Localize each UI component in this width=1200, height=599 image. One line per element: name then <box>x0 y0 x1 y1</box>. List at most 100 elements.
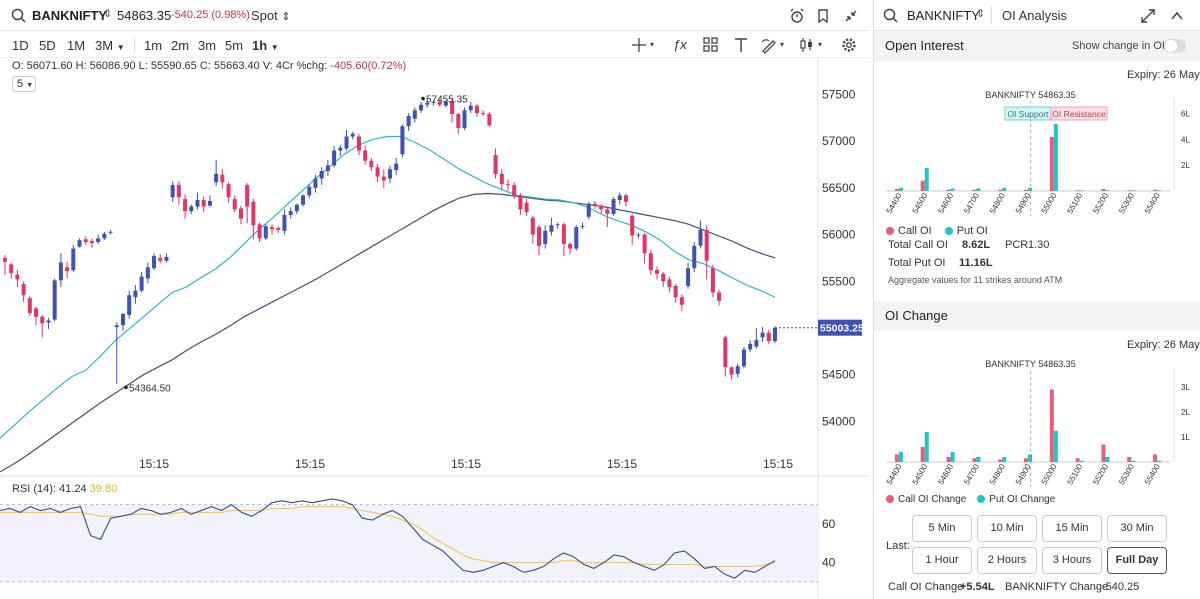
strike-label: 54800 <box>988 462 1007 486</box>
header-price: 54863.35 <box>117 8 172 23</box>
candle-body <box>46 320 51 323</box>
bar-put <box>1002 187 1007 191</box>
candle-body <box>282 214 287 231</box>
interval-1h[interactable]: 1h ▼ <box>252 38 279 53</box>
search-icon[interactable] <box>10 7 28 25</box>
call-change-legend[interactable]: Call OI Change <box>886 494 966 505</box>
candle-body <box>394 163 399 171</box>
spot-selector[interactable]: Spot ⇕ <box>251 8 291 23</box>
symbol-name[interactable]: BANKNIFTY <box>32 8 108 23</box>
last-price-label: 55003.25 <box>820 323 864 335</box>
put-dot-icon <box>977 495 986 504</box>
candle-body <box>3 257 7 262</box>
settings-icon[interactable] <box>840 36 858 54</box>
rsi-value: RSI (14): 41.24 <box>12 483 90 495</box>
oi-chart[interactable]: 2L 4L 6L BANKNIFTY 54863.35 OI Support OI Res… <box>874 86 1200 216</box>
candle-body <box>555 224 560 226</box>
btn-5-min[interactable]: 5 Min <box>912 515 972 542</box>
btn-full-day[interactable]: Full Day <box>1107 547 1167 574</box>
btn-3-hours[interactable]: 3 Hours <box>1042 547 1102 574</box>
range-1d[interactable]: 1D <box>12 38 29 53</box>
bar-tick-label: 3L <box>1181 383 1190 392</box>
btn-15-min[interactable]: 15 Min <box>1042 515 1102 542</box>
candle-body <box>176 185 181 198</box>
bar-put <box>1157 190 1162 192</box>
put-oi-legend[interactable]: Put OI <box>944 225 988 237</box>
btn-30-min[interactable]: 30 Min <box>1107 515 1167 542</box>
candle-body <box>201 200 206 207</box>
time-tick-label: 15:15 <box>763 457 793 471</box>
candle-body <box>263 226 268 239</box>
chevron-down-icon[interactable]: ▾ <box>818 40 823 49</box>
chevron-down-icon[interactable]: ▾ <box>780 40 785 49</box>
total-call-oi-label: Total Call OI <box>888 239 948 251</box>
put-change-legend[interactable]: Put OI Change <box>977 494 1055 505</box>
atm-label-bg <box>982 356 1079 370</box>
chart-type-icon[interactable] <box>798 36 816 54</box>
interval-1m[interactable]: 1m <box>144 38 163 53</box>
candle-body <box>617 195 622 201</box>
candle-body <box>667 279 672 287</box>
candle-body <box>195 200 200 207</box>
symbol-switch-icon[interactable]: ⇕ <box>103 8 113 20</box>
text-icon[interactable] <box>732 36 750 54</box>
panel-symbol[interactable]: BANKNIFTY <box>907 8 980 23</box>
bar-call <box>946 457 951 462</box>
price-chart[interactable]: 5750057000565005600055500550005450054000… <box>0 58 870 599</box>
ohlc-high: H: 56086.90 <box>75 60 136 72</box>
oi-change-chart[interactable]: 1L 2L 3L BANKNIFTY 54863.35 54400 54500 54600 5… <box>874 355 1200 487</box>
interval-3m[interactable]: 3m <box>198 38 217 53</box>
interval-chip[interactable]: 5 ▼ <box>12 76 36 92</box>
bar-tick-label: 6L <box>1181 110 1190 119</box>
crosshair-icon[interactable] <box>630 36 648 54</box>
collapse-icon[interactable] <box>842 7 860 25</box>
bar-put <box>924 432 929 462</box>
candle-body <box>493 155 498 174</box>
candle-body <box>518 195 523 210</box>
candle-body <box>505 184 510 186</box>
bar-put <box>1053 430 1058 462</box>
candle-body <box>661 273 666 282</box>
interval-2m[interactable]: 2m <box>171 38 190 53</box>
range-5d[interactable]: 5D <box>39 38 56 53</box>
btn-2-hours[interactable]: 2 Hours <box>977 547 1037 574</box>
bar-call <box>1049 389 1054 462</box>
show-change-toggle[interactable] <box>1164 39 1186 53</box>
chevron-down-icon[interactable]: ▾ <box>650 40 655 49</box>
oi-title: Open Interest <box>885 38 964 53</box>
candle-body <box>83 239 88 243</box>
candle-body <box>692 245 697 269</box>
price-chart-area[interactable]: O: 56071.60 H: 56086.90 L: 55590.65 C: 5… <box>0 58 870 599</box>
candle-body <box>456 114 461 129</box>
btn-1-hour[interactable]: 1 Hour <box>912 547 972 574</box>
candle-body <box>207 200 212 206</box>
candle-body <box>21 284 26 296</box>
search-icon[interactable] <box>882 7 900 25</box>
range-3m[interactable]: 3M ▼ <box>95 38 125 53</box>
range-3m-label: 3M <box>95 38 114 53</box>
range-1m[interactable]: 1M <box>67 38 86 53</box>
draw-icon[interactable] <box>760 36 778 54</box>
bar-put <box>1131 460 1136 462</box>
bar-call <box>972 458 977 462</box>
bookmark-icon[interactable] <box>814 7 832 25</box>
interval-5m[interactable]: 5m <box>225 38 244 53</box>
bar-put <box>1053 124 1058 191</box>
fx-icon[interactable]: ƒx <box>673 37 687 52</box>
price-tick-label: 56500 <box>822 181 856 195</box>
btn-10-min[interactable]: 10 Min <box>977 515 1037 542</box>
bar-put <box>950 188 955 191</box>
candle-body <box>127 295 132 315</box>
candle-body <box>325 165 330 172</box>
call-oi-legend[interactable]: Call OI <box>886 225 932 237</box>
chevron-up-icon[interactable] <box>1168 7 1186 25</box>
candle-body <box>257 224 262 239</box>
strike-label: 54700 <box>962 191 981 215</box>
alarm-icon[interactable] <box>788 7 806 25</box>
rsi-line <box>0 498 776 579</box>
template-icon[interactable] <box>702 36 720 54</box>
expand-icon[interactable] <box>1139 7 1157 25</box>
price-tick-label: 57500 <box>822 87 856 101</box>
symbol-switch-icon[interactable]: ⇕ <box>976 8 986 20</box>
rsi-legend: RSI (14): 41.24 39.80 <box>12 483 117 495</box>
